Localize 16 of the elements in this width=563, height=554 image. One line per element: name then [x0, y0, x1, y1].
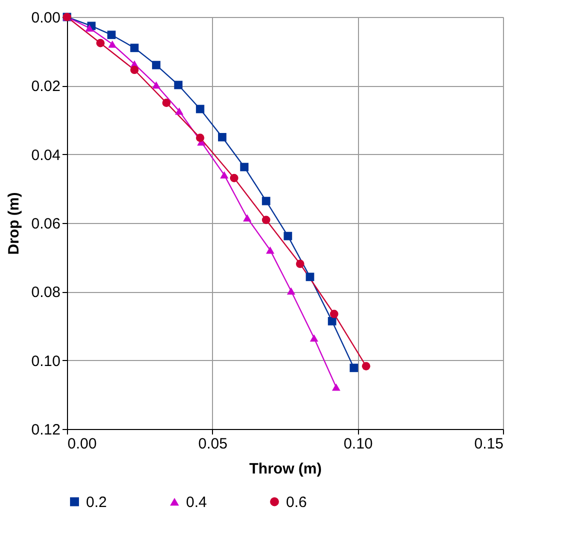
x-tick-label: 0.05 — [198, 436, 228, 452]
y-tick-label: 0.12 — [31, 422, 60, 438]
y-tick-label: 0.00 — [31, 10, 60, 26]
x-tick-label: 0.10 — [344, 436, 373, 452]
x-axis-title: Throw (m) — [249, 460, 322, 478]
x-tick-label: 0.15 — [474, 436, 504, 452]
y-axis-title: Drop (m) — [5, 192, 22, 255]
legend-label: 0.6 — [286, 494, 307, 511]
y-tick-label: 0.04 — [31, 146, 60, 164]
y-tick-label: 0.02 — [31, 78, 60, 96]
y-tick-label: 0.08 — [31, 284, 60, 302]
legend-label: 0.4 — [186, 494, 207, 511]
legend-label: 0.2 — [86, 494, 107, 511]
x-tick-label: 0.00 — [68, 436, 97, 452]
y-tick-label: 0.10 — [31, 352, 60, 370]
y-tick-label: 0.06 — [31, 216, 60, 232]
